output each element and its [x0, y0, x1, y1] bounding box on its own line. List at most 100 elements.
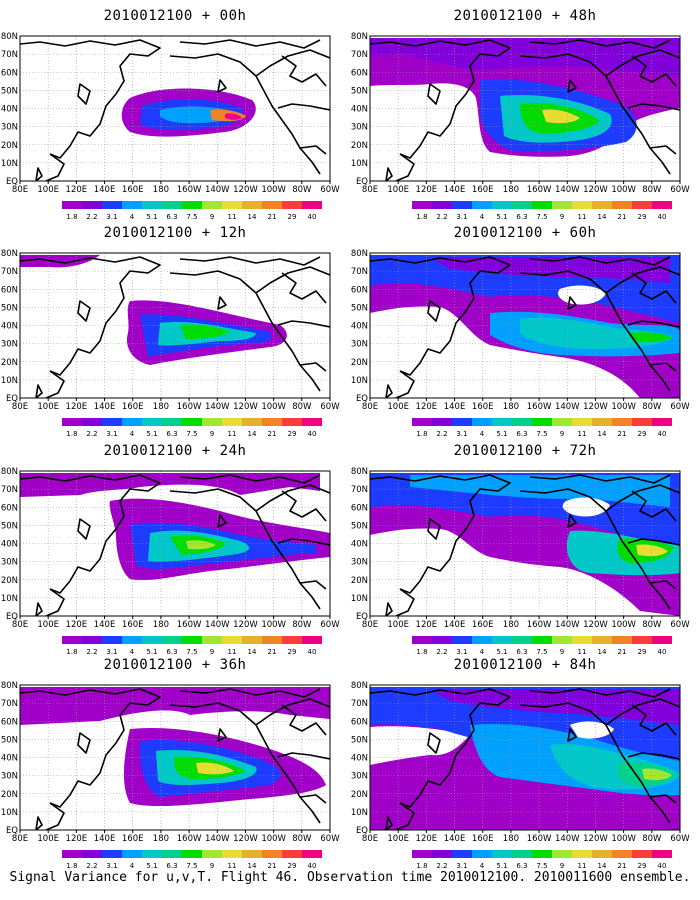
map-chart: 80E 100E 120E 140E 160E 180 160W 140W 120W 100W 80… [351, 249, 690, 438]
y-tick-label: 40N [1, 754, 18, 764]
colorbar-label: 1.8 [66, 213, 77, 221]
colorbar-swatch [62, 636, 82, 644]
colorbar-swatch [82, 636, 102, 644]
plot-frame [369, 252, 681, 399]
x-tick-label: 120E [416, 620, 438, 630]
x-tick-label: 100W [611, 620, 636, 630]
panel-60h: 2010012100 + 60h 80E 100E 120E 140E 160E 180 1… [351, 225, 695, 445]
colorbar-swatch [182, 201, 202, 209]
x-tick-label: 80W [292, 185, 312, 195]
x-tick-label: 80E [362, 620, 378, 630]
y-tick-label: 30N [1, 772, 18, 782]
colorbar-label: 3.1 [456, 862, 467, 870]
colorbar-label: 6.3 [516, 648, 527, 656]
map-chart: 80E 100E 120E 140E 160E 180 160W 140W 120W 100W 80… [351, 681, 690, 870]
x-tick-label: 80E [12, 185, 28, 195]
colorbar-swatch [492, 418, 512, 426]
colorbar-label: 21 [268, 213, 277, 221]
colorbar-swatch [432, 850, 452, 858]
colorbar-label: 4 [130, 862, 135, 870]
colorbar-label: 11 [578, 430, 587, 438]
x-tick-label: 80E [12, 834, 28, 844]
colorbar-label: 5.1 [496, 862, 507, 870]
colorbar-swatch [242, 418, 262, 426]
colorbar-label: 2.2 [86, 862, 97, 870]
colorbar-label: 11 [228, 430, 237, 438]
colorbar-label: 29 [638, 862, 647, 870]
y-tick-label: 10N [1, 376, 18, 386]
colorbar-swatch [592, 418, 612, 426]
colorbar-label: 5.1 [496, 648, 507, 656]
colorbar-swatch [452, 418, 472, 426]
y-tick-label: 70N [351, 485, 368, 495]
y-tick-label: 50N [351, 735, 368, 745]
colorbar-swatch [202, 418, 222, 426]
panel-24h: 2010012100 + 24h 80E 100E 120E 140E 160E 180 1… [1, 443, 345, 663]
x-tick-label: 140E [444, 402, 466, 412]
y-tick-label: 80N [1, 681, 18, 691]
colorbar-swatch [572, 418, 592, 426]
colorbar-swatch [82, 418, 102, 426]
colorbar-swatch [102, 418, 122, 426]
panel-title: 2010012100 + 60h [453, 225, 597, 241]
x-tick-label: 120E [416, 834, 438, 844]
colorbar-label: 7.5 [536, 648, 547, 656]
colorbar-label: 7.5 [186, 648, 197, 656]
y-tick-label: EQ [356, 177, 368, 187]
x-tick-label: 60W [320, 834, 340, 844]
colorbar-swatch [572, 636, 592, 644]
y-tick-label: 10N [351, 594, 368, 604]
x-tick-label: 100W [611, 834, 636, 844]
x-tick-label: 100E [37, 185, 59, 195]
y-tick-label: 30N [351, 340, 368, 350]
x-tick-label: 120E [416, 185, 438, 195]
colorbar-label: 7.5 [186, 862, 197, 870]
colorbar-label: 9 [560, 430, 564, 438]
y-tick-label: 60N [351, 68, 368, 78]
y-tick-label: 80N [351, 467, 368, 477]
y-tick-label: 80N [1, 32, 18, 42]
colorbar: 1.8 2.2 3.1 4 5.1 6.3 7.5 9 11 14 21 29 40 [412, 636, 672, 656]
x-tick-label: 180 [503, 620, 519, 630]
x-tick-label: 80E [362, 402, 378, 412]
x-tick-label: 140E [94, 620, 116, 630]
x-tick-label: 160E [122, 185, 144, 195]
x-tick-label: 100W [261, 620, 286, 630]
y-tick-label: 60N [1, 717, 18, 727]
colorbar-swatch [82, 201, 102, 209]
colorbar-swatch [652, 850, 672, 858]
plot-area: 80E 100E 120E 140E 160E 180 160W 140W 120W 100W 80… [1, 32, 340, 221]
colorbar-swatch [62, 850, 82, 858]
colorbar-label: 1.8 [66, 862, 77, 870]
colorbar-swatch [282, 850, 302, 858]
y-tick-label: 50N [351, 303, 368, 313]
colorbar-label: 14 [248, 648, 257, 656]
colorbar-label: 1.8 [416, 862, 427, 870]
colorbar-label: 2.2 [436, 213, 447, 221]
colorbar-label: 4 [480, 648, 485, 656]
y-tick-label: EQ [6, 177, 18, 187]
colorbar-swatch [472, 636, 492, 644]
x-tick-label: 80W [642, 402, 662, 412]
y-tick-label: EQ [6, 394, 18, 404]
colorbar-label: 2.2 [436, 430, 447, 438]
y-tick-label: 80N [351, 681, 368, 691]
y-tick-label: 30N [1, 123, 18, 133]
contour-level-blank [570, 721, 614, 739]
x-tick-label: 140E [444, 620, 466, 630]
x-tick-label: 120W [233, 834, 258, 844]
colorbar-label: 6.3 [166, 430, 177, 438]
colorbar-label: 3.1 [106, 430, 117, 438]
y-tick-label: 70N [351, 267, 368, 277]
x-tick-label: 160W [527, 620, 552, 630]
colorbar-swatch [592, 201, 612, 209]
y-tick-label: 10N [351, 376, 368, 386]
y-tick-label: EQ [6, 612, 18, 622]
colorbar-label: 4 [480, 862, 485, 870]
contour-level-7.5 [630, 332, 672, 343]
y-tick-label: 30N [351, 123, 368, 133]
colorbar-swatch [552, 418, 572, 426]
variance-field [20, 255, 287, 365]
plot-area: 80E 100E 120E 140E 160E 180 160W 140W 120W 100W 80… [351, 249, 690, 438]
panel-00h: 2010012100 + 00h 80E 100E 120E 140E 160E 180 1… [1, 8, 345, 228]
